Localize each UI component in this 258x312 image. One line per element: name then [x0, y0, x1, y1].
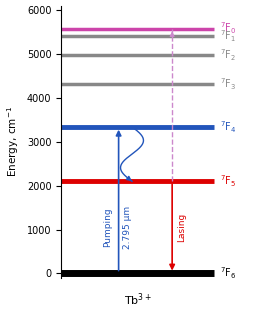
Text: Lasing: Lasing	[177, 213, 186, 242]
Text: 2.795 μm: 2.795 μm	[123, 206, 132, 249]
Text: $^7$F$_3$: $^7$F$_3$	[220, 76, 236, 92]
Text: $^7$F$_0$: $^7$F$_0$	[220, 21, 236, 36]
Y-axis label: Energy, cm$^{-1}$: Energy, cm$^{-1}$	[6, 106, 21, 177]
Text: $^7$F$_5$: $^7$F$_5$	[220, 173, 236, 189]
Text: $^7$F$_4$: $^7$F$_4$	[220, 119, 236, 135]
Text: $^7$F$_6$: $^7$F$_6$	[220, 266, 236, 281]
Text: Pumping: Pumping	[104, 207, 112, 247]
Text: Tb$^{3+}$: Tb$^{3+}$	[124, 291, 152, 308]
Text: $^7$F$_1$: $^7$F$_1$	[220, 29, 236, 44]
Text: $^7$F$_2$: $^7$F$_2$	[220, 47, 236, 63]
